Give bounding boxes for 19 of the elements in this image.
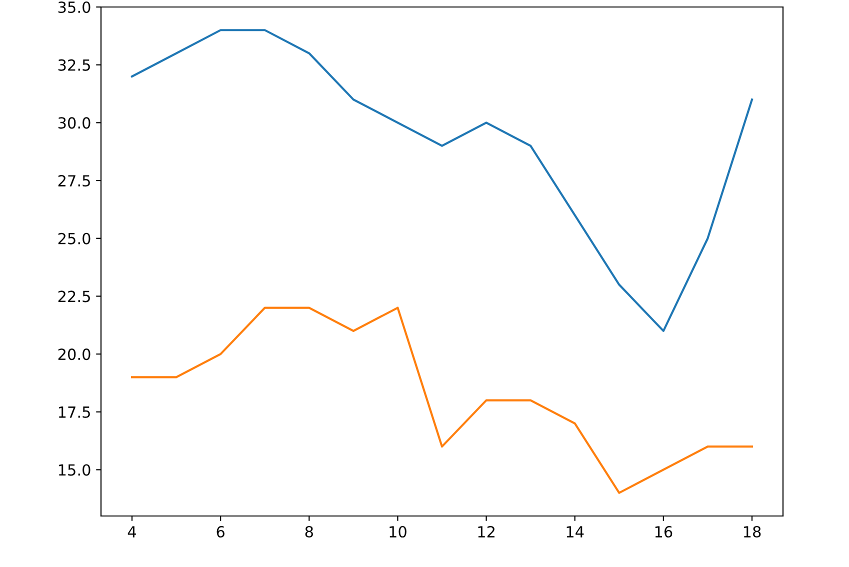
y-tick-label: 25.0 [58,232,90,244]
y-tick-label: 20.0 [58,348,90,360]
y-tick-label: 32.5 [58,59,90,71]
y-tick-label: 17.5 [58,406,90,418]
line-series [130,306,754,494]
x-tick-label: 18 [744,526,761,538]
line-series [130,29,754,332]
x-tick-label: 8 [305,526,313,538]
x-tick-label: 6 [216,526,224,538]
x-tick-label: 10 [390,526,406,538]
y-tick-label: 15.0 [58,464,90,476]
x-tick-label: 12 [478,526,494,538]
y-tick-label: 35.0 [58,1,90,14]
x-tick-label: 14 [566,526,584,538]
y-tick-label: 22.5 [58,290,90,302]
x-tick-label: 16 [655,526,672,538]
y-tick-label: 30.0 [58,117,90,129]
x-tick-label: 4 [128,526,136,538]
y-tick-label: 27.5 [58,174,90,187]
